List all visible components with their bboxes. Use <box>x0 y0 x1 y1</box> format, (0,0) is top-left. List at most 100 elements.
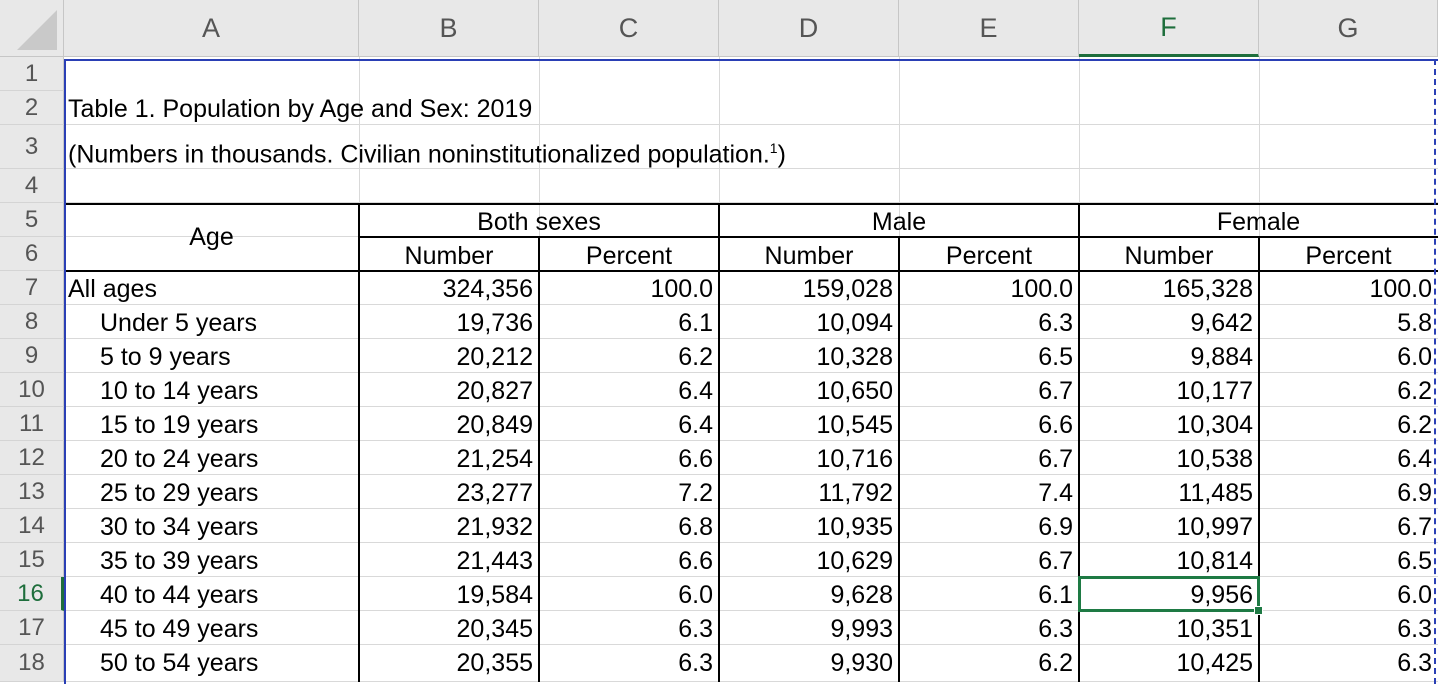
cell-percent[interactable]: 5.8 <box>1397 309 1432 337</box>
row-header-15[interactable]: 15 <box>0 543 64 577</box>
cell-number[interactable]: 10,629 <box>816 547 893 575</box>
row-header-6[interactable]: 6 <box>0 237 64 271</box>
cell-number[interactable]: 11,485 <box>1178 479 1253 507</box>
column-header-e[interactable]: E <box>899 0 1079 57</box>
cell-number[interactable]: 10,425 <box>1176 649 1253 677</box>
cell-number[interactable]: 10,997 <box>1176 513 1253 541</box>
cell-percent[interactable]: 6.7 <box>1038 547 1073 575</box>
cell-number[interactable]: 10,538 <box>1176 445 1253 473</box>
row-header-4[interactable]: 4 <box>0 169 64 203</box>
cell-percent[interactable]: 6.9 <box>1397 479 1432 507</box>
row-header-17[interactable]: 17 <box>0 611 64 645</box>
age-label[interactable]: 50 to 54 years <box>100 649 259 677</box>
cell-number[interactable]: 23,277 <box>456 479 533 507</box>
cell-number[interactable]: 20,355 <box>456 649 533 677</box>
age-label[interactable]: 15 to 19 years <box>100 411 259 439</box>
cell-number[interactable]: 10,814 <box>1176 547 1253 575</box>
age-label[interactable]: All ages <box>68 275 157 303</box>
cell-number[interactable]: 10,177 <box>1176 377 1253 405</box>
row-header-13[interactable]: 13 <box>0 475 64 509</box>
cell-percent[interactable]: 6.7 <box>1038 445 1073 473</box>
row-header-7[interactable]: 7 <box>0 271 64 305</box>
cell-number[interactable]: 19,584 <box>456 581 533 609</box>
cell-number[interactable]: 20,849 <box>456 411 533 439</box>
cell-number[interactable]: 20,345 <box>456 615 533 643</box>
cell-percent[interactable]: 6.4 <box>1397 445 1432 473</box>
cell-percent[interactable]: 6.3 <box>1038 615 1073 643</box>
cell-number[interactable]: 10,094 <box>816 309 893 337</box>
cell-number[interactable]: 165,328 <box>1162 275 1253 303</box>
fill-handle[interactable] <box>1254 606 1263 615</box>
cell-percent[interactable]: 6.0 <box>1397 581 1432 609</box>
age-label[interactable]: 20 to 24 years <box>100 445 259 473</box>
cell-percent[interactable]: 7.4 <box>1038 479 1073 507</box>
cell-percent[interactable]: 6.1 <box>678 309 713 337</box>
cell-percent[interactable]: 6.0 <box>1397 343 1432 371</box>
column-header-g[interactable]: G <box>1259 0 1438 57</box>
cell-number[interactable]: 21,254 <box>456 445 533 473</box>
cell-percent[interactable]: 6.5 <box>1397 547 1432 575</box>
cell-number[interactable]: 19,736 <box>456 309 533 337</box>
cell-percent[interactable]: 6.3 <box>1397 649 1432 677</box>
column-header-c[interactable]: C <box>539 0 719 57</box>
cell-percent[interactable]: 100.0 <box>650 275 713 303</box>
column-header-b[interactable]: B <box>359 0 539 57</box>
cell-percent[interactable]: 6.3 <box>1397 615 1432 643</box>
age-label[interactable]: 10 to 14 years <box>100 377 259 405</box>
cell-number[interactable]: 9,642 <box>1190 309 1253 337</box>
row-header-1[interactable]: 1 <box>0 57 64 91</box>
cell-number[interactable]: 9,884 <box>1190 343 1253 371</box>
cell-percent[interactable]: 6.4 <box>678 377 713 405</box>
cell-percent[interactable]: 6.9 <box>1038 513 1073 541</box>
cell-number[interactable]: 9,956 <box>1190 581 1253 609</box>
age-label[interactable]: 35 to 39 years <box>100 547 259 575</box>
column-header-f[interactable]: F <box>1079 0 1259 57</box>
cell-percent[interactable]: 7.2 <box>678 479 713 507</box>
cell-number[interactable]: 11,792 <box>818 479 893 507</box>
cell-percent[interactable]: 6.4 <box>678 411 713 439</box>
cell-number[interactable]: 10,351 <box>1176 615 1253 643</box>
cell-percent[interactable]: 6.6 <box>678 547 713 575</box>
cell-percent[interactable]: 6.0 <box>678 581 713 609</box>
cell-percent[interactable]: 6.7 <box>1397 513 1432 541</box>
age-label[interactable]: 30 to 34 years <box>100 513 259 541</box>
cell-percent[interactable]: 6.8 <box>678 513 713 541</box>
row-header-2[interactable]: 2 <box>0 91 64 125</box>
cell-percent[interactable]: 6.7 <box>1038 377 1073 405</box>
cell-number[interactable]: 21,932 <box>456 513 533 541</box>
cell-number[interactable]: 10,328 <box>816 343 893 371</box>
cell-number[interactable]: 10,935 <box>816 513 893 541</box>
row-header-12[interactable]: 12 <box>0 441 64 475</box>
age-label[interactable]: Under 5 years <box>100 309 258 337</box>
age-label[interactable]: 25 to 29 years <box>100 479 259 507</box>
cell-number[interactable]: 159,028 <box>802 275 893 303</box>
cell-percent[interactable]: 100.0 <box>1369 275 1432 303</box>
cell-percent[interactable]: 6.1 <box>1038 581 1073 609</box>
row-header-9[interactable]: 9 <box>0 339 64 373</box>
cell-percent[interactable]: 6.2 <box>678 343 713 371</box>
cell-percent[interactable]: 6.2 <box>1038 649 1073 677</box>
cell-number[interactable]: 20,827 <box>456 377 533 405</box>
cell-number[interactable]: 10,716 <box>816 445 893 473</box>
cell-number[interactable]: 20,212 <box>456 343 533 371</box>
cell-number[interactable]: 324,356 <box>442 275 533 303</box>
cell-percent[interactable]: 6.3 <box>1038 309 1073 337</box>
row-header-8[interactable]: 8 <box>0 305 64 339</box>
column-header-d[interactable]: D <box>719 0 899 57</box>
column-header-a[interactable]: A <box>64 0 359 57</box>
cell-percent[interactable]: 6.6 <box>1038 411 1073 439</box>
row-header-5[interactable]: 5 <box>0 203 64 237</box>
cell-number[interactable]: 10,545 <box>816 411 893 439</box>
cell-percent[interactable]: 6.5 <box>1038 343 1073 371</box>
cell-number[interactable]: 9,930 <box>830 649 893 677</box>
selected-cell[interactable] <box>1078 576 1260 612</box>
row-header-10[interactable]: 10 <box>0 373 64 407</box>
age-label[interactable]: 45 to 49 years <box>100 615 259 643</box>
cell-number[interactable]: 10,304 <box>1176 411 1253 439</box>
row-header-3[interactable]: 3 <box>0 125 64 169</box>
cell-percent[interactable]: 6.2 <box>1397 411 1432 439</box>
row-header-14[interactable]: 14 <box>0 509 64 543</box>
cell-percent[interactable]: 6.6 <box>678 445 713 473</box>
row-header-18[interactable]: 18 <box>0 645 64 682</box>
row-header-16[interactable]: 16 <box>0 577 64 611</box>
